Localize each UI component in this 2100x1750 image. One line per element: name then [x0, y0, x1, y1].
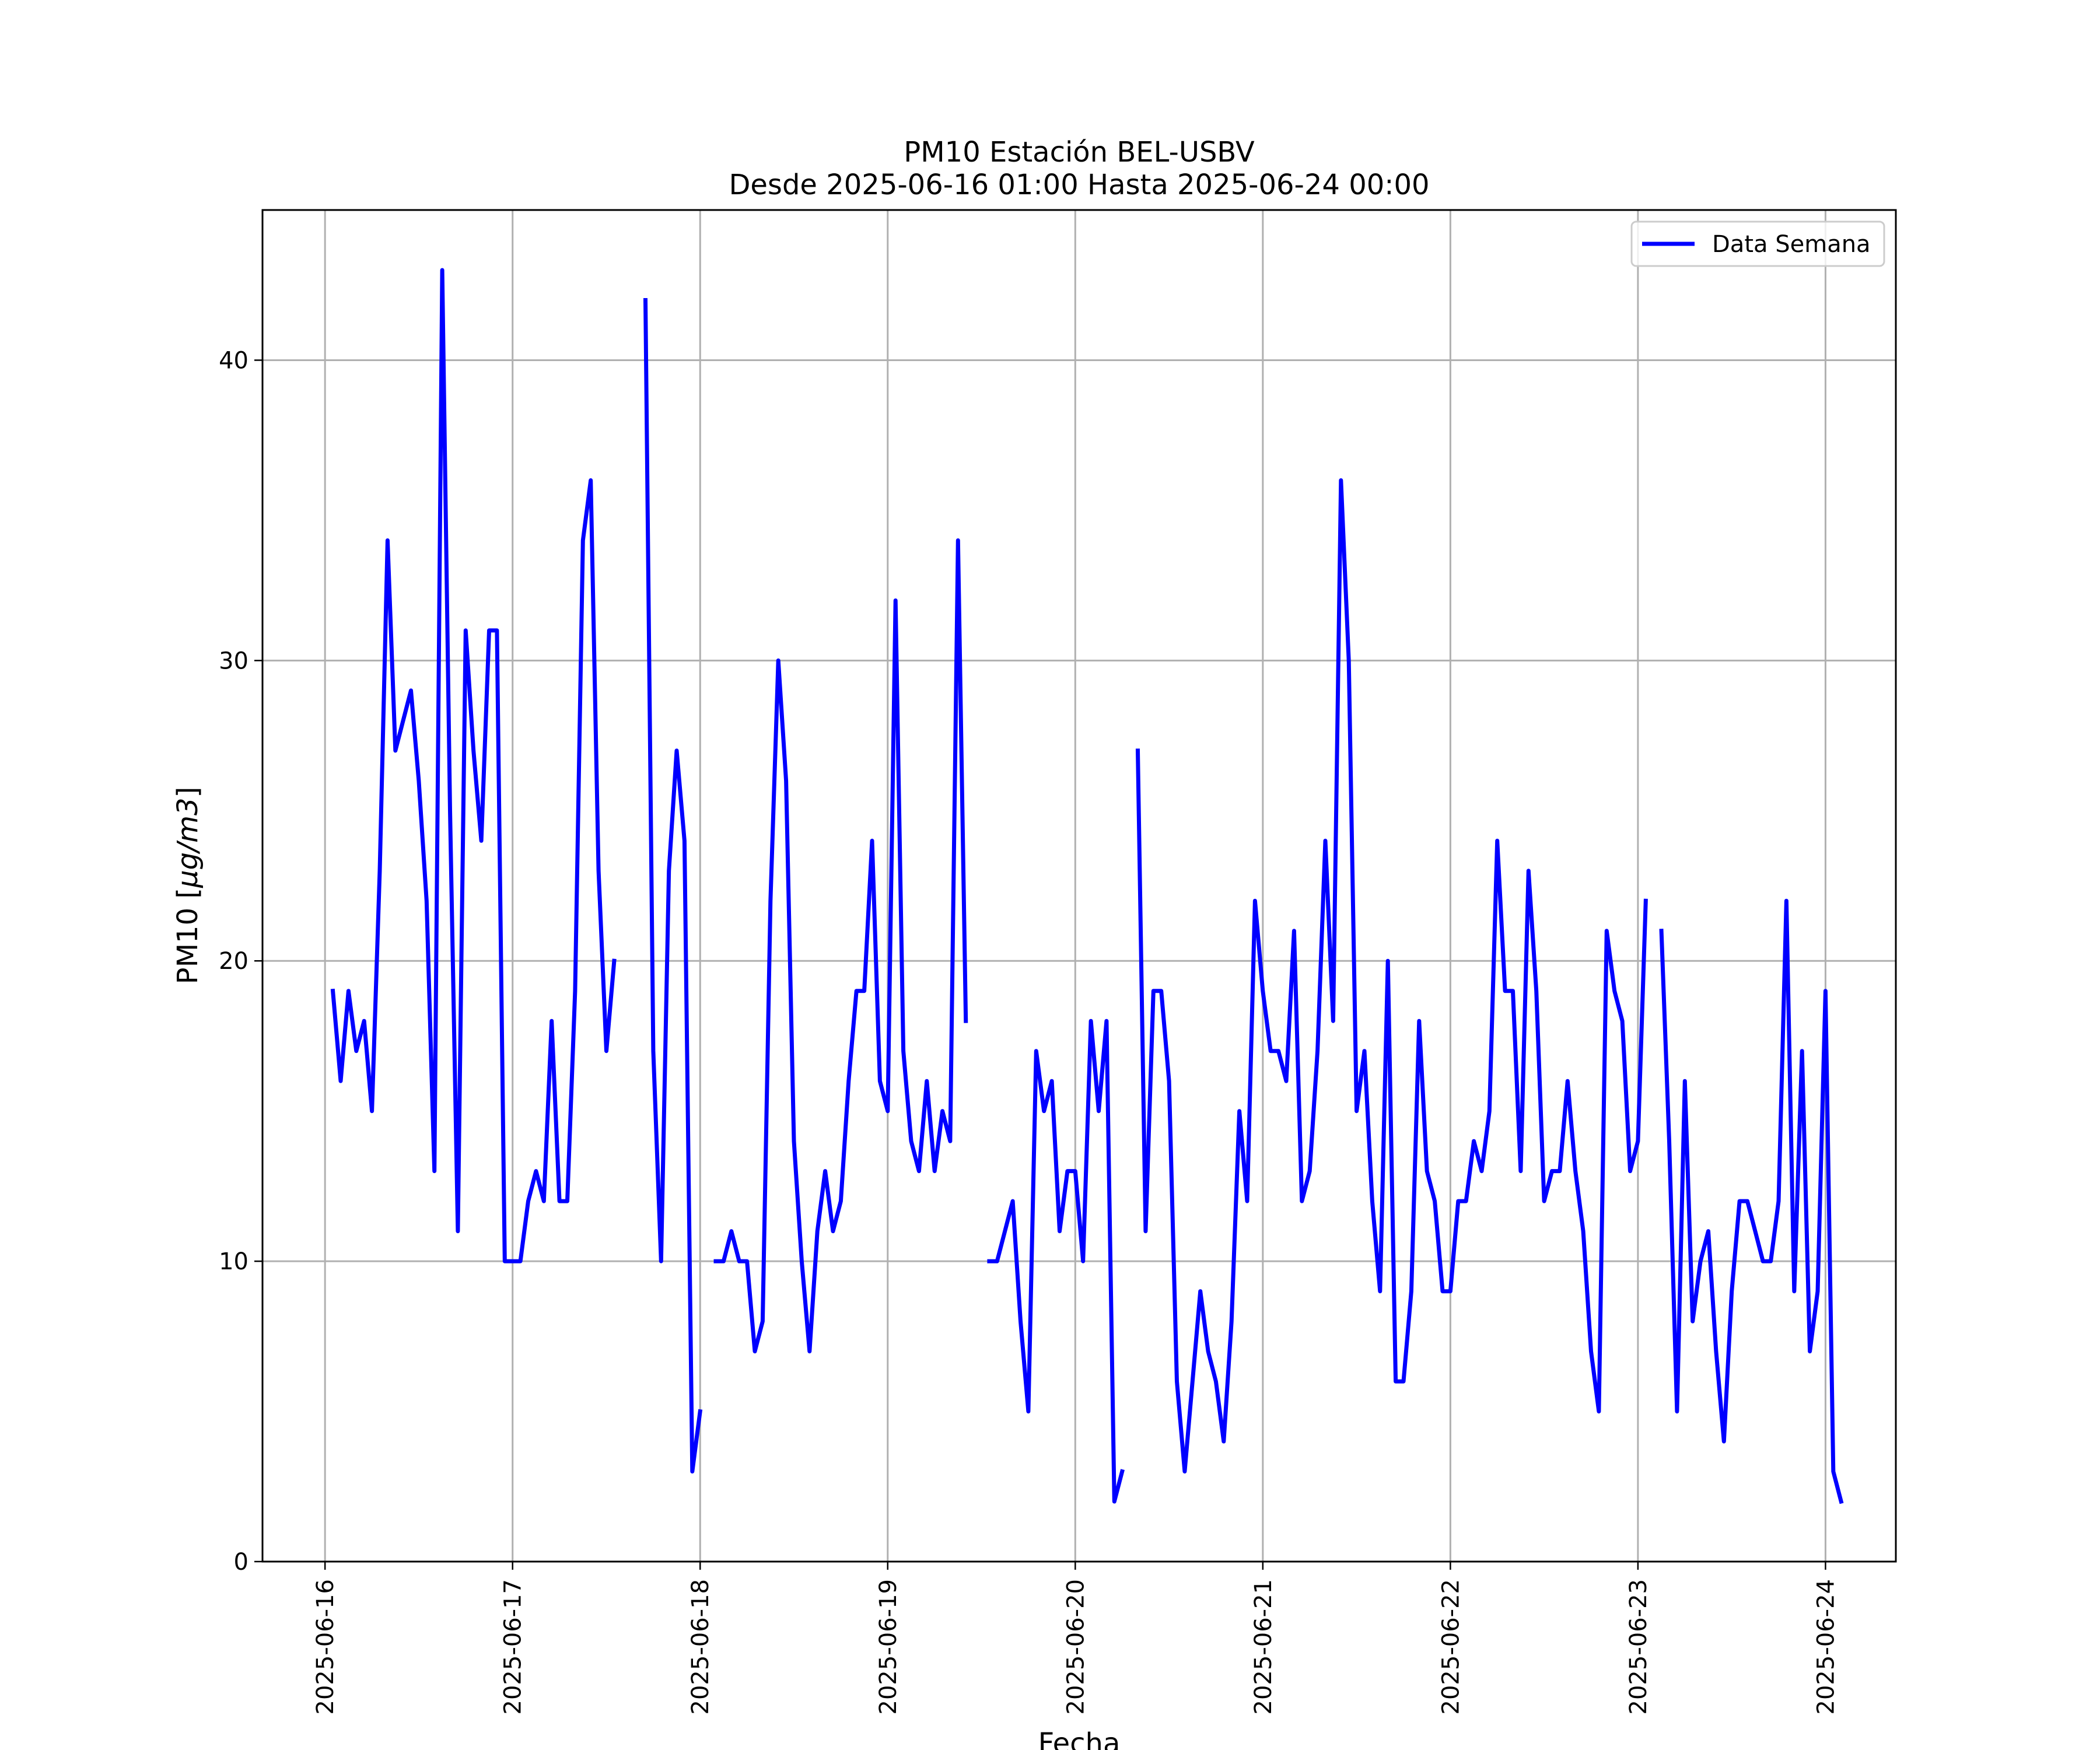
- legend: Data Semana: [1630, 220, 1885, 267]
- y-tick-label: 30: [219, 648, 249, 674]
- x-tick-label: 2025-06-20: [1062, 1579, 1089, 1714]
- y-tick-label: 10: [219, 1248, 249, 1275]
- y-axis-label-main: PM10 [: [172, 888, 204, 984]
- series-layer: [330, 268, 1844, 1504]
- grid-lines: [262, 210, 1896, 1563]
- x-tick-label: 2025-06-24: [1812, 1579, 1839, 1714]
- y-tick-label: 20: [219, 948, 249, 975]
- series-line-data-semana: [330, 268, 1844, 1504]
- x-axis-label: Fecha: [1038, 1727, 1121, 1750]
- y-axis-label-unit: μg/m3: [172, 797, 204, 888]
- chart-title: PM10 Estación BEL-USBV: [904, 136, 1255, 169]
- x-tick-label: 2025-06-23: [1625, 1579, 1652, 1714]
- x-tick-label: 2025-06-16: [312, 1579, 339, 1714]
- x-tick-label: 2025-06-17: [500, 1579, 527, 1714]
- x-tick-label: 2025-06-18: [687, 1579, 714, 1714]
- y-axis-label: PM10 [μg/m3]: [172, 787, 204, 985]
- y-axis: 0 10 20 30 40: [219, 347, 262, 1576]
- x-axis: 2025-06-16 2025-06-17 2025-06-18 2025-06-19…: [312, 1562, 1839, 1714]
- y-axis-label-close: ]: [172, 787, 204, 798]
- x-tick-label: 2025-06-19: [875, 1579, 902, 1714]
- legend-entry-label: Data Semana: [1712, 231, 1871, 258]
- chart-subtitle: Desde 2025-06-16 01:00 Hasta 2025-06-24 …: [729, 169, 1429, 201]
- x-tick-label: 2025-06-21: [1250, 1579, 1277, 1714]
- x-tick-label: 2025-06-22: [1437, 1579, 1464, 1714]
- y-tick-label: 40: [219, 347, 249, 374]
- y-tick-label: 0: [234, 1549, 249, 1576]
- plot-area-frame: [261, 209, 1897, 1563]
- legend-box: [1630, 220, 1885, 267]
